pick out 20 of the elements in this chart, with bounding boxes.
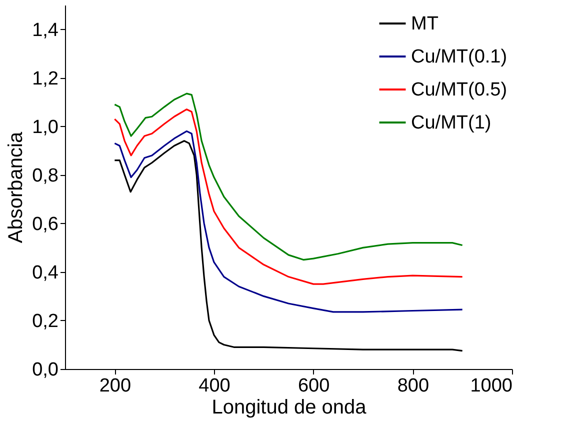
y-axis-title: Absorbancia [5,131,28,244]
y-tick-label: 0,8 [32,165,58,186]
x-tick-label: 600 [298,376,330,396]
x-tick-label: 200 [99,376,132,396]
y-tick-label: 1,0 [32,116,58,138]
y-tick-label: 0,6 [32,214,58,235]
x-tick-label: 1000 [470,376,512,396]
x-tick-label: 400 [198,376,230,396]
x-tick-label: 800 [397,376,430,396]
y-tick-label: 0,2 [32,310,58,332]
y-tick-label: 0,0 [32,360,58,380]
y-tick-label: 0,4 [32,262,59,284]
line-series [114,140,464,352]
y-tick-label: 1,2 [32,68,58,90]
legend-label: Cu/MT(0.1) [411,46,508,68]
legend-label: Cu/MT(0.5) [411,80,508,100]
y-tick-label: 1,4 [32,20,59,41]
legend-label: Cu/MT(1) [411,112,492,134]
legend-label: MT [411,14,439,34]
x-axis-title: Longitud de onda [212,396,368,418]
